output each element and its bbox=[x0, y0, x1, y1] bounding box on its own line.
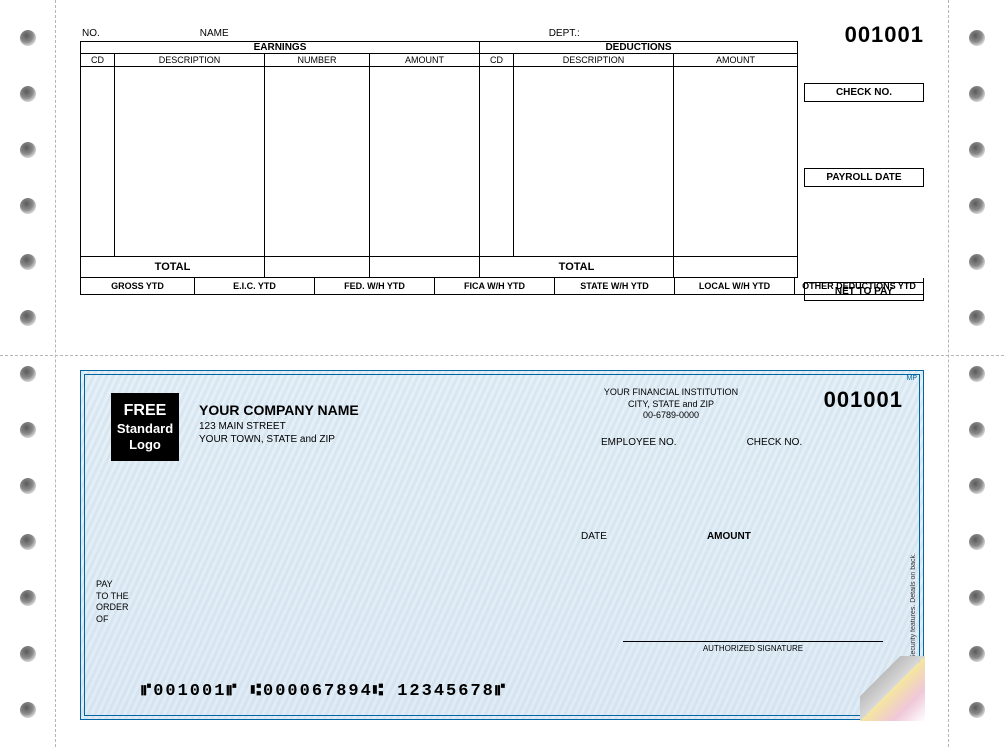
pto-line3: ORDER bbox=[96, 602, 129, 614]
pto-line4: OF bbox=[96, 614, 129, 626]
ytd-fica: FICA W/H YTD bbox=[435, 278, 555, 294]
ytd-gross: GROSS YTD bbox=[81, 278, 195, 294]
ytd-fed: FED. W/H YTD bbox=[315, 278, 435, 294]
deductions-heading: DEDUCTIONS bbox=[480, 42, 797, 53]
stub-number: 001001 bbox=[845, 22, 924, 48]
box-net-to-pay: NET TO PAY bbox=[804, 282, 924, 301]
mp-mark: MP bbox=[907, 375, 918, 382]
form-area: 001001 NO. NAME DEPT.: EARNINGS DEDUCTIO… bbox=[55, 0, 949, 747]
pay-to-order: PAY TO THE ORDER OF bbox=[96, 579, 129, 626]
bank-name: YOUR FINANCIAL INSTITUTION bbox=[571, 387, 771, 399]
total-amount-earn bbox=[370, 257, 480, 277]
ytd-state: STATE W/H YTD bbox=[555, 278, 675, 294]
bank-block: YOUR FINANCIAL INSTITUTION CITY, STATE a… bbox=[571, 387, 771, 422]
company-addr2: YOUR TOWN, STATE and ZIP bbox=[199, 433, 359, 447]
authorized-signature-label: AUTHORIZED SIGNATURE bbox=[703, 644, 803, 653]
col-number: NUMBER bbox=[265, 54, 370, 66]
col-amount-earn: AMOUNT bbox=[370, 54, 480, 66]
bank-city-state: CITY, STATE and ZIP bbox=[571, 399, 771, 411]
box-payroll-date: PAYROLL DATE bbox=[804, 168, 924, 187]
signature-line: AUTHORIZED SIGNATURE bbox=[623, 641, 883, 653]
column-headers: CD DESCRIPTION NUMBER AMOUNT CD DESCRIPT… bbox=[81, 54, 797, 67]
feed-holes-left bbox=[0, 0, 55, 747]
ytd-eic: E.I.C. YTD bbox=[195, 278, 315, 294]
col-description-earn: DESCRIPTION bbox=[115, 54, 265, 66]
company-addr1: 123 MAIN STREET bbox=[199, 420, 359, 434]
page-curl-icon bbox=[860, 656, 925, 721]
employee-check-labels: EMPLOYEE NO. CHECK NO. bbox=[601, 437, 802, 448]
earnings-heading: EARNINGS bbox=[81, 42, 480, 53]
total-label-ded: TOTAL bbox=[480, 257, 674, 277]
payroll-check: MP FREE Standard Logo YOUR COMPANY NAME … bbox=[80, 370, 924, 720]
label-name: NAME bbox=[200, 28, 229, 39]
logo-placeholder: FREE Standard Logo bbox=[111, 393, 179, 461]
total-number-cell bbox=[265, 257, 370, 277]
col-cd-earn: CD bbox=[81, 54, 115, 66]
total-label-earn: TOTAL bbox=[81, 257, 265, 277]
label-date: DATE bbox=[581, 531, 607, 542]
box-check-no: CHECK NO. bbox=[804, 83, 924, 102]
stub-header-row: NO. NAME DEPT.: bbox=[80, 28, 924, 41]
total-amount-ded bbox=[674, 257, 797, 277]
pto-line1: PAY bbox=[96, 579, 129, 591]
col-amount-ded: AMOUNT bbox=[674, 54, 797, 66]
pay-stub: 001001 NO. NAME DEPT.: EARNINGS DEDUCTIO… bbox=[80, 28, 924, 295]
check-number: 001001 bbox=[824, 387, 903, 413]
label-check-no: CHECK NO. bbox=[747, 437, 803, 448]
totals-row: TOTAL TOTAL bbox=[81, 257, 797, 277]
micr-line: ⑈001001⑈ ⑆000067894⑆ 12345678⑈ bbox=[141, 682, 507, 701]
logo-line1: FREE bbox=[113, 401, 177, 421]
company-block: YOUR COMPANY NAME 123 MAIN STREET YOUR T… bbox=[199, 401, 359, 447]
earnings-deductions-grid: EARNINGS DEDUCTIONS CD DESCRIPTION NUMBE… bbox=[80, 41, 798, 278]
security-text: Security features. Details on back. bbox=[910, 553, 917, 659]
logo-line3: Logo bbox=[113, 437, 177, 453]
logo-line2: Standard bbox=[113, 421, 177, 437]
date-amount-labels: DATE AMOUNT bbox=[581, 531, 751, 542]
label-no: NO. bbox=[82, 28, 100, 39]
feed-holes-right bbox=[949, 0, 1004, 747]
label-employee-no: EMPLOYEE NO. bbox=[601, 437, 677, 448]
company-name: YOUR COMPANY NAME bbox=[199, 401, 359, 420]
col-cd-ded: CD bbox=[480, 54, 514, 66]
pto-line2: TO THE bbox=[96, 591, 129, 603]
ytd-local: LOCAL W/H YTD bbox=[675, 278, 795, 294]
earnings-deductions-body bbox=[81, 67, 797, 257]
ytd-row: GROSS YTD E.I.C. YTD FED. W/H YTD FICA W… bbox=[80, 278, 924, 295]
col-description-ded: DESCRIPTION bbox=[514, 54, 674, 66]
label-dept: DEPT.: bbox=[549, 28, 580, 39]
bank-routing: 00-6789-0000 bbox=[571, 410, 771, 422]
label-amount: AMOUNT bbox=[707, 531, 751, 542]
